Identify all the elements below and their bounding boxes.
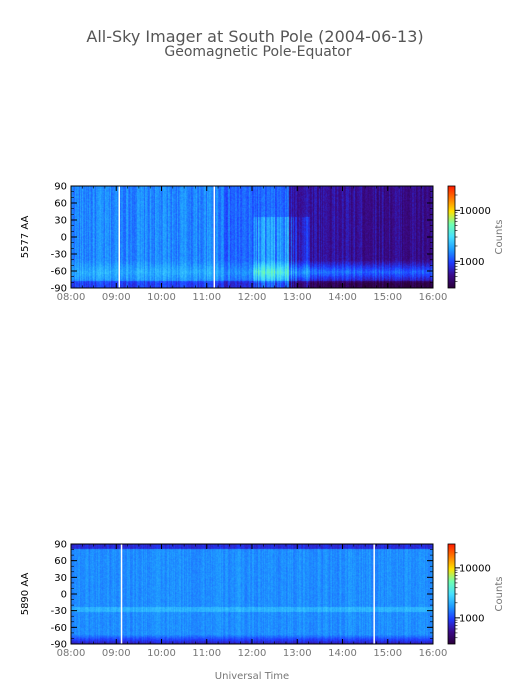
- x-tick-label: 16:00: [419, 648, 448, 659]
- y-tick-label: 0: [61, 233, 67, 244]
- y-tick-label: -60: [51, 623, 67, 634]
- x-tick-label: 08:00: [57, 648, 86, 659]
- x-tick-label: 13:00: [283, 648, 312, 659]
- colorbar-tick-label: 10000: [459, 563, 491, 574]
- y-tick-label: 90: [54, 182, 67, 193]
- y-tick-label: 60: [54, 556, 67, 567]
- x-tick-label: 14:00: [328, 292, 357, 303]
- x-tick-label: 13:00: [283, 292, 312, 303]
- colorbar-tick-label: 1000: [459, 613, 484, 624]
- x-tick-label: 08:00: [57, 292, 86, 303]
- x-tick-label: 10:00: [147, 292, 176, 303]
- y-tick-label: 30: [54, 216, 67, 227]
- chart-title: All-Sky Imager at South Pole (2004-06-13…: [86, 27, 423, 46]
- y-tick-label: -30: [51, 250, 67, 261]
- y-tick-label: -60: [51, 267, 67, 278]
- chart-subtitle: Geomagnetic Pole-Equator: [164, 44, 351, 60]
- x-tick-label: 12:00: [238, 292, 267, 303]
- x-tick-label: 12:00: [238, 648, 267, 659]
- colorbar: [447, 185, 456, 289]
- colorbar-tick-label: 10000: [459, 206, 491, 217]
- colorbar-label: Counts: [494, 220, 505, 255]
- heatmap-image: [71, 544, 433, 644]
- y-tick-label: -90: [51, 640, 67, 651]
- x-tick-label: 14:00: [328, 648, 357, 659]
- y-tick-label: -30: [51, 606, 67, 617]
- heatmap-image: [71, 186, 433, 288]
- y-tick-label: 0: [61, 590, 67, 601]
- y-tick-label: 90: [54, 540, 67, 551]
- colorbar: [447, 543, 456, 645]
- x-tick-label: 11:00: [192, 648, 221, 659]
- y-axis-label: 5890 AA: [20, 573, 31, 616]
- y-tick-label: 30: [54, 573, 67, 584]
- x-tick-label: 16:00: [419, 292, 448, 303]
- x-tick-label: 09:00: [102, 648, 131, 659]
- x-tick-label: 10:00: [147, 648, 176, 659]
- x-axis-label: Universal Time: [215, 671, 289, 680]
- colorbar-label: Counts: [494, 577, 505, 612]
- colorbar-tick-label: 1000: [459, 257, 484, 268]
- x-tick-label: 15:00: [373, 648, 402, 659]
- x-tick-label: 11:00: [192, 292, 221, 303]
- y-tick-label: -90: [51, 284, 67, 295]
- x-tick-label: 15:00: [373, 292, 402, 303]
- x-tick-label: 09:00: [102, 292, 131, 303]
- y-tick-label: 60: [54, 199, 67, 210]
- y-axis-label: 5577 AA: [20, 216, 31, 259]
